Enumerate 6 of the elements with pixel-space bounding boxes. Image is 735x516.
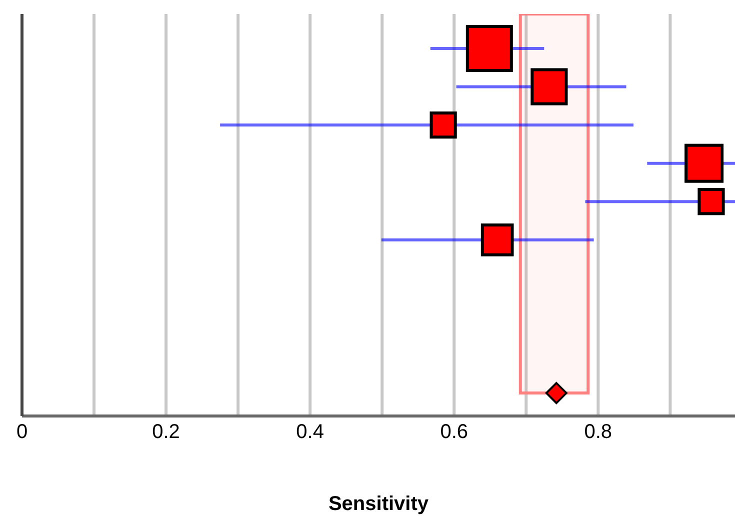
x-axis-title: Sensitivity bbox=[328, 493, 430, 515]
x-tick-label: 0.2 bbox=[152, 421, 180, 444]
x-tick-label: 0 bbox=[16, 421, 28, 444]
x-tick-label: 0.4 bbox=[296, 421, 324, 444]
x-tick-label: 0.8 bbox=[584, 421, 612, 444]
x-tick-label: 0.6 bbox=[440, 421, 468, 444]
